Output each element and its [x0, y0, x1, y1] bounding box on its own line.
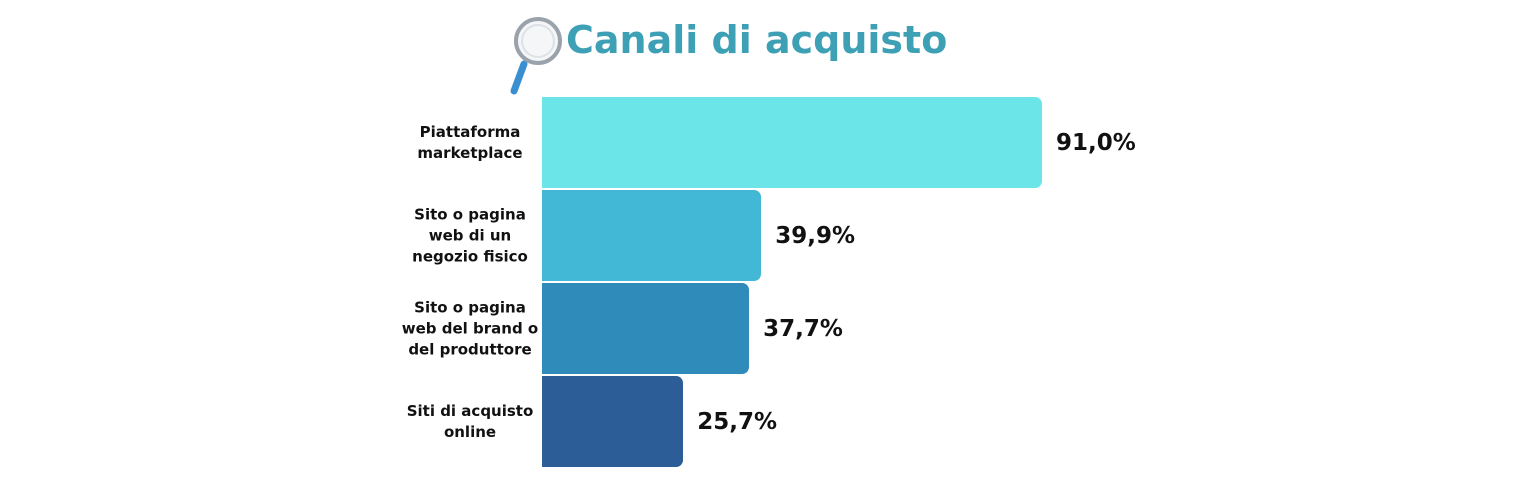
category-label: Sito o pagina web di un negozio fisico — [412, 205, 528, 265]
bar — [542, 190, 762, 281]
chart-title: Canali di acquisto — [566, 18, 948, 62]
value-label: 37,7% — [763, 315, 843, 342]
bar — [542, 376, 684, 467]
magnifier-icon — [510, 17, 562, 95]
category-label: Piattaforma marketplace — [417, 122, 523, 162]
value-label: 39,9% — [775, 222, 856, 249]
bar — [542, 283, 750, 374]
bar — [542, 97, 1043, 188]
category-label: Sito o pagina web del brand o del produt… — [401, 298, 539, 358]
category-label: Siti di acquisto online — [406, 401, 534, 441]
value-label: 25,7% — [697, 408, 778, 435]
value-label: 91,0% — [1056, 129, 1136, 156]
